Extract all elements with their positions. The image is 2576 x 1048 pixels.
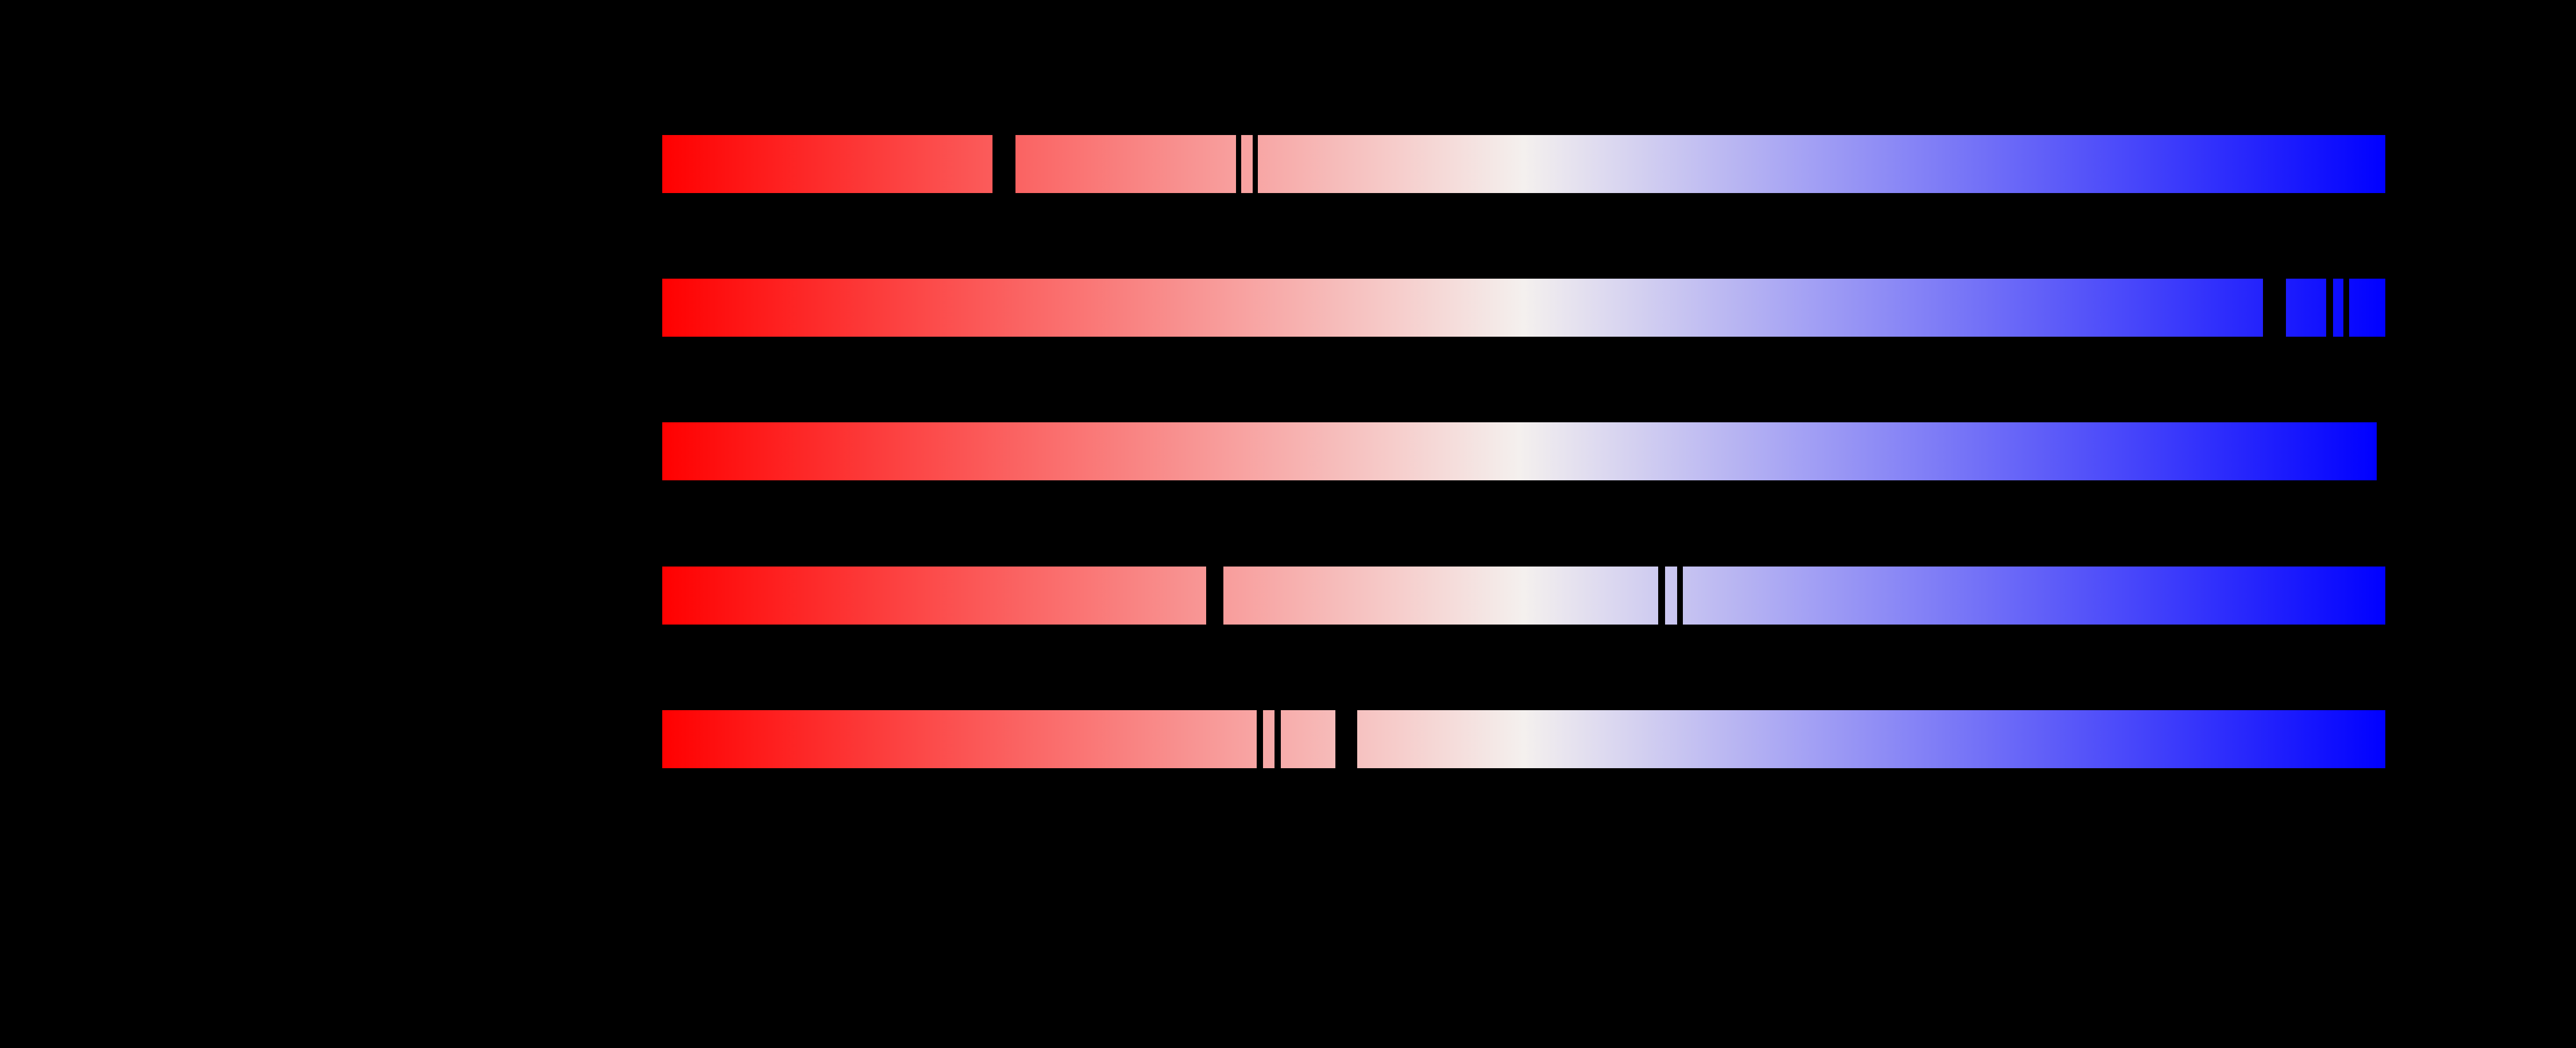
bar-gap <box>1236 134 1241 194</box>
bar-gap <box>1335 710 1357 769</box>
bar-gap <box>2343 278 2349 337</box>
bar-gap <box>1206 566 1223 625</box>
bar-gap <box>2263 278 2286 337</box>
bar-gap <box>1658 566 1665 625</box>
gradient-bar-row-3 <box>662 422 2377 480</box>
bar-gap <box>1253 134 1258 194</box>
bar-gap <box>2326 278 2333 337</box>
bar-gap <box>992 134 1015 194</box>
gradient-bar-row-1 <box>662 134 2385 194</box>
bar-gap <box>1275 710 1281 769</box>
bar-gap <box>1677 566 1683 625</box>
gradient-bar-row-5 <box>662 710 2385 769</box>
gradient-bar-row-4 <box>662 566 2385 625</box>
gradient-bar-row-2 <box>662 278 2385 337</box>
bar-gap <box>1257 710 1263 769</box>
